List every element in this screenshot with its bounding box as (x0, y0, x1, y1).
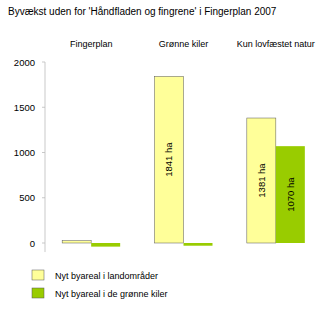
y-tick-label: 500 (19, 192, 35, 203)
y-axis (45, 62, 46, 252)
bar (62, 241, 91, 243)
y-tick (42, 197, 45, 198)
bar (247, 118, 276, 243)
y-tick (42, 62, 45, 63)
category-label: Grønne kiler (159, 39, 209, 49)
y-tick-label: 0 (30, 238, 35, 249)
bar (155, 76, 184, 243)
y-tick (42, 107, 45, 108)
y-tick-label: 1000 (14, 147, 35, 158)
bar (184, 243, 213, 246)
data-label: 1841 ha (164, 142, 175, 177)
category-label: Fingerplan (70, 39, 113, 49)
legend-swatch (32, 288, 44, 298)
bar (276, 146, 305, 243)
y-tick (42, 152, 45, 153)
y-tick (42, 243, 45, 244)
labels: Fingerplan Grønne kiler 1841 ha Kun lovfæst… (70, 39, 315, 212)
legend-label: Nyt byareal i landområder (55, 271, 158, 281)
data-label: 1381 ha (256, 163, 267, 198)
legend-swatch (32, 270, 44, 280)
legend-label: Nyt byareal i de grønne kiler (55, 289, 168, 299)
title: Byvækst uden for 'Håndfladen og fingrene… (8, 6, 277, 17)
category-label: Kun lovfæstet natur (237, 39, 315, 49)
y-tick-label: 1500 (14, 102, 35, 113)
chart: Byvækst uden for 'Håndfladen og fingrene… (0, 0, 325, 309)
bars (62, 76, 305, 246)
y-tick-label: 2000 (14, 57, 35, 68)
data-label: 1070 ha (285, 177, 296, 212)
bar (91, 243, 120, 247)
